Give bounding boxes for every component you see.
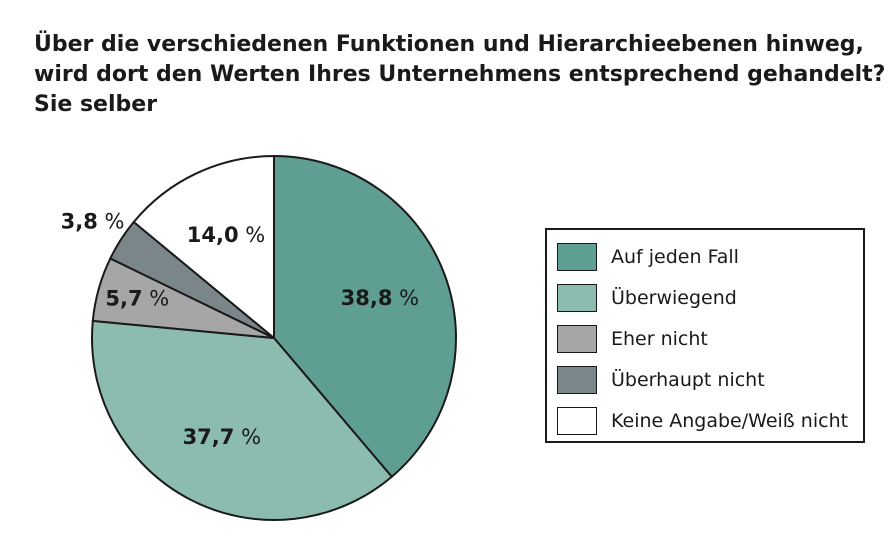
legend-label: Überwiegend xyxy=(611,287,737,309)
data-label-eher-nicht: 5,7 % xyxy=(105,287,169,311)
legend-swatch xyxy=(557,284,597,312)
legend-swatch xyxy=(557,366,597,394)
chart-title-line-1: Über die verschiedenen Funktionen und Hi… xyxy=(34,32,864,57)
data-label-ueberwiegend: 37,7 % xyxy=(183,425,261,449)
legend-label: Auf jeden Fall xyxy=(611,246,739,268)
chart-title-line-3: Sie selber xyxy=(34,92,158,117)
pie-slice-ueberwiegend xyxy=(91,319,393,521)
legend-item-ueberwiegend: Überwiegend xyxy=(557,281,737,315)
legend-item-keine-angabe: Keine Angabe/Weiß nicht xyxy=(557,404,848,438)
legend-swatch xyxy=(557,325,597,353)
data-label-auf-jeden-fall: 38,8 % xyxy=(341,286,419,310)
legend-label: Eher nicht xyxy=(611,328,708,350)
legend-label: Überhaupt nicht xyxy=(611,369,765,391)
pie-slice-auf-jeden-fall xyxy=(273,155,457,478)
legend-label: Keine Angabe/Weiß nicht xyxy=(611,410,849,432)
pie-labels: 38,8 % 37,7 % 5,7 % 3,8 % 14,0 % xyxy=(61,210,419,449)
data-label-ueberhaupt-nicht: 3,8 % xyxy=(61,210,125,234)
legend-item-ueberhaupt-nicht: Überhaupt nicht xyxy=(557,363,765,397)
legend: Auf jeden Fall Überwiegend Eher nicht Üb… xyxy=(545,228,865,443)
data-label-keine-angabe: 14,0 % xyxy=(187,223,265,247)
legend-swatch xyxy=(557,407,597,435)
pie-slices xyxy=(91,155,457,521)
chart-title: Über die verschiedenen Funktionen und Hi… xyxy=(34,30,886,120)
chart-title-line-2: wird dort den Werten Ihres Unternehmens … xyxy=(34,62,886,87)
legend-swatch xyxy=(557,243,597,271)
legend-item-auf-jeden-fall: Auf jeden Fall xyxy=(557,240,739,274)
pie-slice-keine-angabe xyxy=(132,155,275,339)
legend-item-eher-nicht: Eher nicht xyxy=(557,322,708,356)
